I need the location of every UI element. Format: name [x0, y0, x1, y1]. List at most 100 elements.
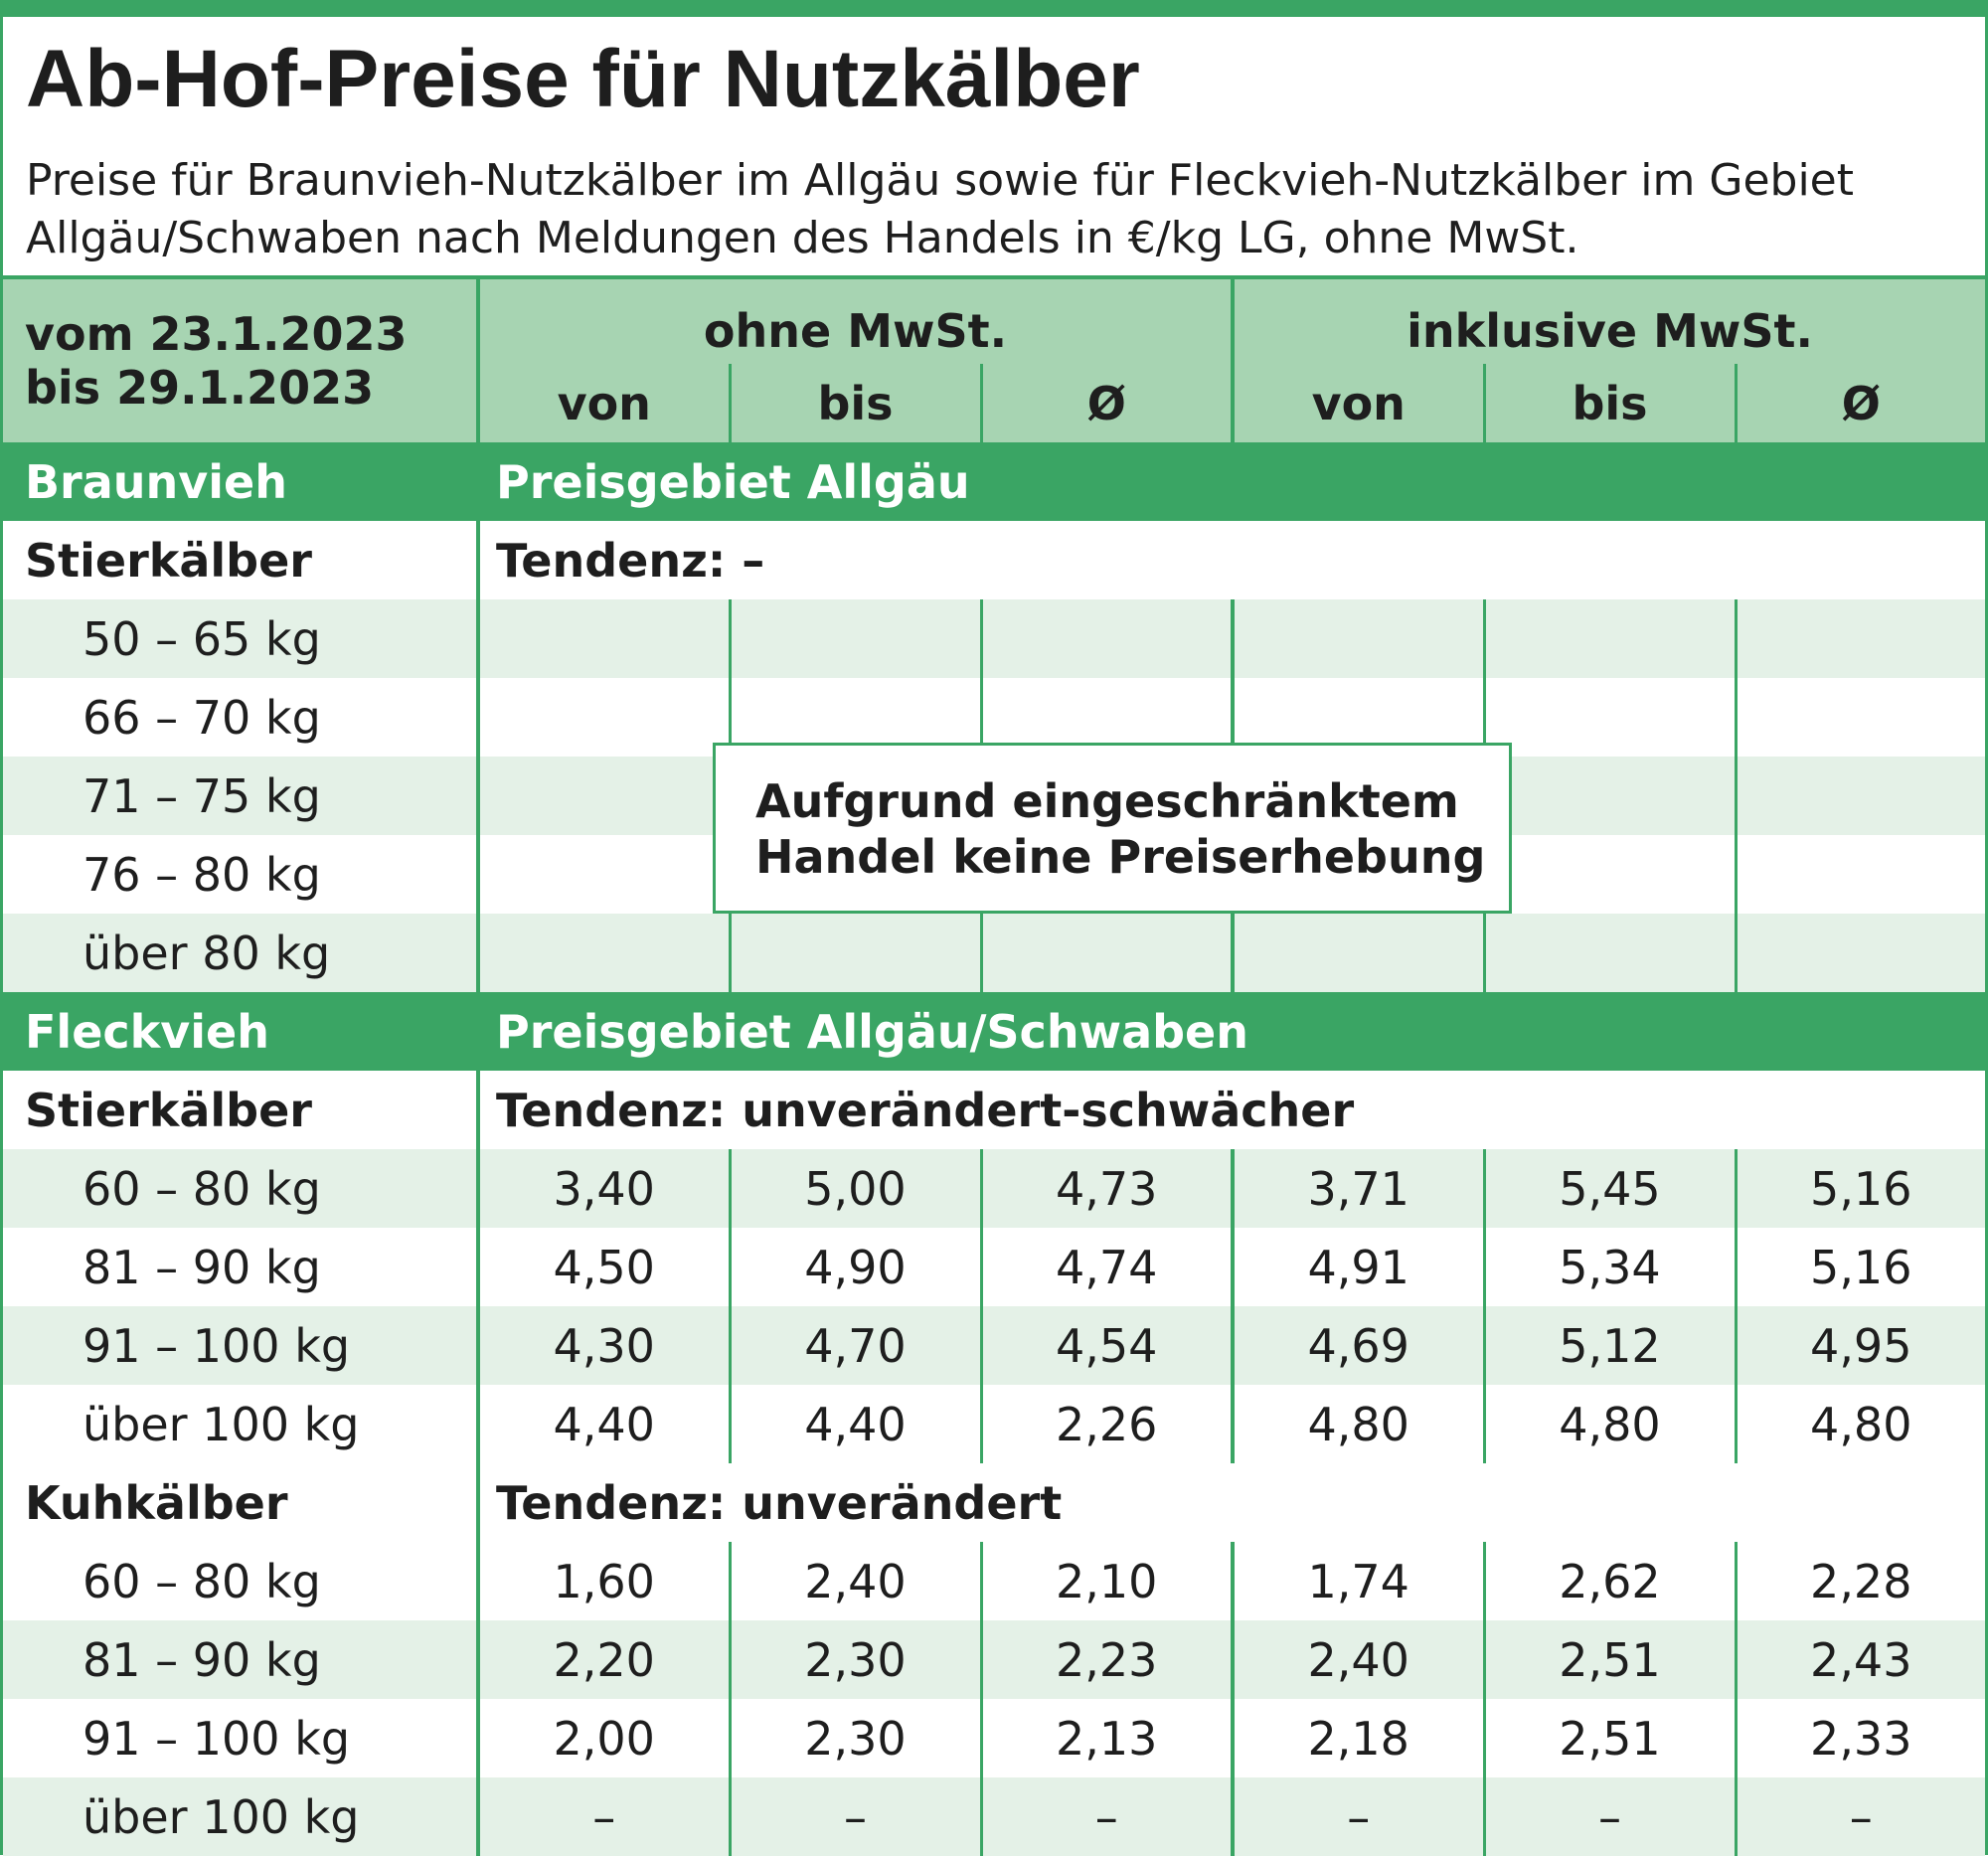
col-header-von: von [478, 364, 732, 442]
group-header-without-vat: ohne MwSt. [478, 279, 1235, 364]
price-cell: 2,40 [730, 1542, 983, 1620]
price-cell: 5,34 [1484, 1228, 1738, 1306]
date-range: vom 23.1.2023 bis 29.1.2023 [3, 279, 480, 442]
weight-label: über 80 kg [3, 914, 480, 992]
price-cell: 4,80 [1484, 1385, 1738, 1463]
header-row-groups: vom 23.1.2023 bis 29.1.2023 ohne MwSt. i… [3, 279, 1986, 442]
section-region: Preisgebiet Allgäu [478, 442, 1986, 521]
section-region: Preisgebiet Allgäu/Schwaben [478, 992, 1986, 1071]
price-cell: 4,73 [981, 1149, 1235, 1228]
price-cell: 4,54 [981, 1306, 1235, 1385]
price-cell: 4,74 [981, 1228, 1235, 1306]
category-label: Stierkälber [3, 1071, 480, 1149]
price-cell: 4,69 [1233, 1306, 1486, 1385]
table-row: über 80 kg [3, 914, 1986, 992]
col-header-bis: bis [1484, 364, 1738, 442]
kuh-rows: 60 – 80 kg 1,60 2,40 2,10 1,74 2,62 2,28 81 – 9… [3, 1542, 1986, 1856]
price-cell: 4,30 [478, 1306, 732, 1385]
weight-label: 81 – 90 kg [3, 1228, 480, 1306]
price-cell: – [730, 1777, 983, 1856]
stier-rows: 60 – 80 kg 3,40 5,00 4,73 3,71 5,45 5,16 81 – 9… [3, 1149, 1986, 1463]
date-range-from: vom 23.1.2023 [25, 307, 408, 361]
category-row: Stierkälber Tendenz: – [3, 521, 1986, 599]
price-cell: – [1736, 1777, 1986, 1856]
table-row: 60 – 80 kg 1,60 2,40 2,10 1,74 2,62 2,28 [3, 1542, 1985, 1620]
price-cell: 4,50 [478, 1228, 732, 1306]
price-cell: – [1233, 1777, 1486, 1856]
price-cell: 4,90 [730, 1228, 983, 1306]
section-row-fleckvieh: Fleckvieh Preisgebiet Allgäu/Schwaben [3, 992, 1986, 1071]
top-accent-bar [3, 3, 1985, 17]
date-range-to: bis 29.1.2023 [25, 361, 375, 415]
price-cell: 2,51 [1484, 1620, 1738, 1699]
category-row: Kuhkälber Tendenz: unverändert [3, 1463, 1986, 1542]
price-cell: 2,10 [981, 1542, 1235, 1620]
price-cell: – [1484, 1777, 1738, 1856]
price-cell: 2,20 [478, 1620, 732, 1699]
col-header-bis: bis [730, 364, 983, 442]
section-label: Fleckvieh [3, 992, 480, 1071]
price-cell: 2,30 [730, 1620, 983, 1699]
price-cell: 3,71 [1233, 1149, 1486, 1228]
table-row: 50 – 65 kg [3, 599, 1986, 678]
weight-label: über 100 kg [3, 1777, 480, 1856]
table-row: 91 – 100 kg 2,00 2,30 2,13 2,18 2,51 2,33 [3, 1699, 1985, 1777]
price-cell: 2,62 [1484, 1542, 1738, 1620]
weight-label: 91 – 100 kg [3, 1699, 480, 1777]
weight-label: 60 – 80 kg [3, 1542, 480, 1620]
price-cell: 2,13 [981, 1699, 1235, 1777]
price-cell: 4,80 [1233, 1385, 1486, 1463]
trend-label: Tendenz: unverändert-schwächer [478, 1071, 1986, 1149]
no-price-notice: Aufgrund eingeschränktem Handel keine Pr… [713, 743, 1512, 914]
price-cell: 5,00 [730, 1149, 983, 1228]
table-row: 91 – 100 kg 4,30 4,70 4,54 4,69 5,12 4,95 [3, 1306, 1986, 1385]
col-header-avg: Ø [981, 364, 1235, 442]
price-cell: 2,40 [1233, 1620, 1486, 1699]
price-cell: 2,28 [1810, 1554, 1912, 1608]
notice-line: Handel keine Preiserhebung [755, 830, 1486, 884]
trend-label: Tendenz: unverändert [478, 1463, 1986, 1542]
price-cell: 3,40 [478, 1149, 732, 1228]
price-cell: 5,12 [1484, 1306, 1738, 1385]
category-label: Kuhkälber [3, 1463, 480, 1542]
price-cell: 2,23 [981, 1620, 1235, 1699]
trend-label: Tendenz: – [478, 521, 1986, 599]
header-row-columns: von bis Ø von bis Ø [3, 364, 1986, 442]
weight-label: 50 – 65 kg [3, 599, 480, 678]
weight-label: 76 – 80 kg [3, 835, 480, 914]
notice-line: Aufgrund eingeschränktem [755, 774, 1459, 828]
price-cell: 4,40 [730, 1385, 983, 1463]
table-row: 81 – 90 kg 2,20 2,30 2,23 2,40 2,51 2,43 [3, 1620, 1986, 1699]
col-header-von: von [1233, 364, 1486, 442]
price-cell: 5,16 [1810, 1240, 1912, 1294]
weight-label: 91 – 100 kg [3, 1306, 480, 1385]
table-row: 81 – 90 kg 4,50 4,90 4,74 4,91 5,34 5,16 [3, 1228, 1985, 1306]
table-row: über 100 kg 4,40 4,40 2,26 4,80 4,80 4,80 [3, 1385, 1985, 1463]
table-row: über 100 kg – – – – – – [3, 1777, 1986, 1856]
price-cell: 2,43 [1736, 1620, 1986, 1699]
price-cell: 4,80 [1810, 1397, 1912, 1451]
subtitle-divider [3, 275, 1985, 279]
price-cell: 2,18 [1233, 1699, 1486, 1777]
page-subtitle: Preise für Braunvieh-Nutzkälber im Allgä… [26, 155, 1854, 263]
group-header-with-vat: inklusive MwSt. [1233, 279, 1986, 364]
section-label: Braunvieh [3, 442, 480, 521]
price-table: vom 23.1.2023 bis 29.1.2023 ohne MwSt. i… [3, 279, 1986, 1856]
col-header-avg: Ø [1736, 364, 1986, 442]
weight-label: 81 – 90 kg [3, 1620, 480, 1699]
weight-label: über 100 kg [3, 1385, 480, 1463]
weight-label: 71 – 75 kg [3, 757, 480, 835]
weight-label: 66 – 70 kg [3, 678, 480, 757]
weight-label: 60 – 80 kg [3, 1149, 480, 1228]
category-row: Stierkälber Tendenz: unverändert-schwäch… [3, 1071, 1986, 1149]
table-row: 60 – 80 kg 3,40 5,00 4,73 3,71 5,45 5,16 [3, 1149, 1986, 1228]
page-title: Ab-Hof-Preise für Nutzkälber [26, 34, 1140, 124]
price-cell: 1,74 [1233, 1542, 1486, 1620]
price-cell: 2,26 [981, 1385, 1235, 1463]
price-cell: 4,95 [1736, 1306, 1986, 1385]
price-cell: 4,70 [730, 1306, 983, 1385]
notice-text: Aufgrund eingeschränktem Handel keine Pr… [755, 773, 1485, 885]
price-cell: – [981, 1777, 1235, 1856]
price-cell: 2,30 [730, 1699, 983, 1777]
